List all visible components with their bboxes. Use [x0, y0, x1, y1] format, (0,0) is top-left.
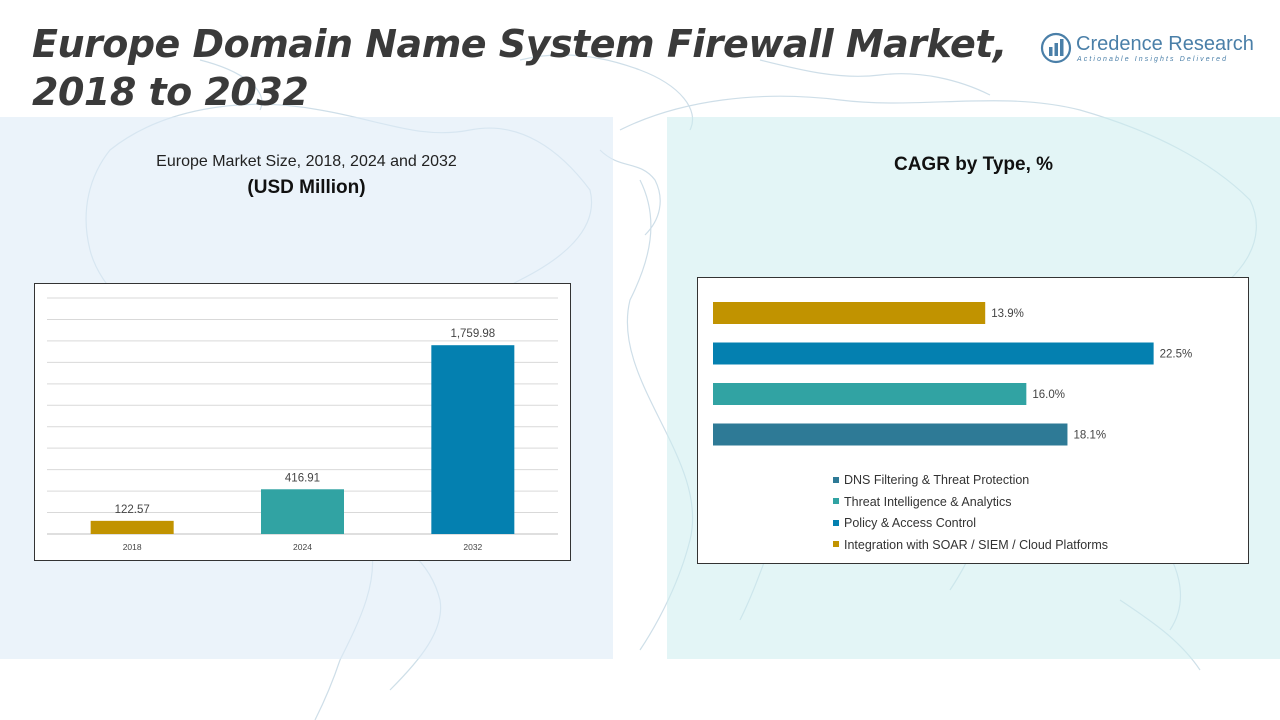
- cagr-chart-frame: 13.9% 22.5% 16.0% 18.1%: [697, 277, 1249, 564]
- market-size-chart-frame: 122.57 2018 416.91 2024 1,759.98 2032: [34, 283, 571, 561]
- x-tick-label: 2032: [463, 542, 482, 552]
- cagr-title: CAGR by Type, %: [893, 154, 1054, 175]
- market-size-unit: (USD Million): [247, 177, 366, 198]
- bar-value-label: 122.57: [115, 504, 150, 516]
- bar-value-label: 1,759.98: [450, 328, 495, 340]
- cagr-bar-chart: 13.9% 22.5% 16.0% 18.1%: [713, 302, 1193, 446]
- cagr-bar: [713, 302, 986, 324]
- logo-name: Credence Research: [1076, 33, 1254, 55]
- bar-value-label: 416.91: [285, 472, 320, 484]
- market-size-subtitle: Europe Market Size, 2018, 2024 and 2032: [156, 153, 457, 170]
- cagr-bar: [713, 383, 1027, 405]
- cagr-value-label: 22.5%: [1160, 349, 1193, 361]
- bar-2024: [261, 489, 344, 534]
- cagr-legend: DNS Filtering & Threat Protection Threat …: [833, 472, 1108, 558]
- legend-swatch: [833, 519, 839, 526]
- legend-label: Integration with SOAR / SIEM / Cloud Pla…: [844, 537, 1108, 552]
- legend-item: Integration with SOAR / SIEM / Cloud Pla…: [833, 537, 1108, 559]
- logo-tagline: Actionable Insights Delivered: [1077, 56, 1229, 63]
- bar-2032: [431, 345, 515, 534]
- page-title: Europe Domain Name System Firewall Marke…: [32, 22, 1007, 114]
- legend-label: DNS Filtering & Threat Protection: [844, 473, 1030, 487]
- x-tick-label: 2018: [123, 542, 142, 552]
- cagr-bar: [713, 342, 1154, 365]
- cagr-value-label: 18.1%: [1073, 430, 1106, 442]
- legend-swatch: [833, 476, 839, 483]
- cagr-value-label: 16.0%: [1032, 389, 1065, 401]
- legend-item: Threat Intelligence & Analytics: [833, 494, 1108, 516]
- legend-item: DNS Filtering & Threat Protection: [833, 472, 1108, 494]
- bar-chart-globe-icon: [1040, 32, 1072, 64]
- logo[interactable]: Credence Research Actionable Insights De…: [1040, 30, 1260, 70]
- legend-item: Policy & Access Control: [833, 515, 1108, 537]
- legend-swatch: [833, 498, 839, 505]
- cagr-bar: [713, 423, 1068, 446]
- cagr-value-label: 13.9%: [991, 308, 1024, 320]
- legend-label: Policy & Access Control: [844, 516, 976, 530]
- legend-label: Threat Intelligence & Analytics: [844, 494, 1012, 509]
- legend-swatch: [833, 541, 839, 548]
- market-size-bar-chart: 122.57 2018 416.91 2024 1,759.98 2032: [47, 297, 558, 552]
- x-tick-label: 2024: [293, 542, 312, 552]
- bar-2018: [90, 520, 174, 534]
